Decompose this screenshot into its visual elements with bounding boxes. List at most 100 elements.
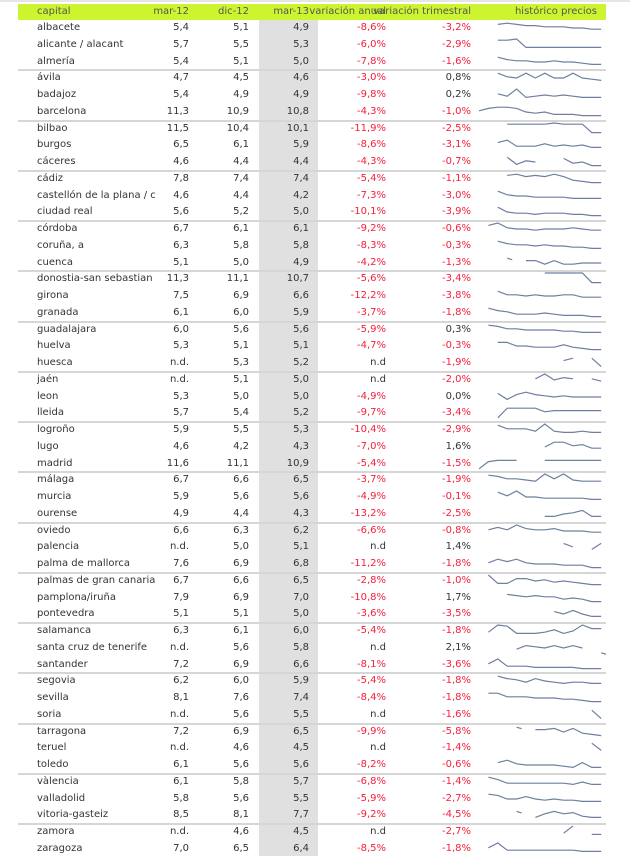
table-row: logroño 5,9 5,5 5,3 -10,4% -2,9% bbox=[0, 421, 630, 439]
variacion-trimestral-cell: -1,8% bbox=[441, 692, 471, 703]
table-row: valladolid 5,8 5,6 5,5 -5,9% -2,7% bbox=[0, 791, 630, 808]
mar-13-cell: 4,9 bbox=[293, 256, 309, 268]
sparkline-segment bbox=[497, 675, 602, 685]
sparkline-segment bbox=[563, 157, 602, 167]
table-row: guadalajara 6,0 5,6 5,6 -5,9% 0,3% bbox=[0, 320, 630, 339]
capital-cell: cáceres bbox=[37, 156, 76, 167]
sparkline-segment bbox=[554, 610, 602, 618]
sparkline-segment bbox=[563, 825, 574, 834]
mar-13-cell: 5,0 bbox=[293, 608, 309, 620]
variacion-trimestral-cell: -4,5% bbox=[441, 809, 471, 821]
group-divider bbox=[18, 722, 606, 725]
header-mar-13[interactable]: mar-13 bbox=[273, 6, 309, 17]
price-history-sparkline bbox=[497, 675, 602, 685]
mar-12-cell: 5,3 bbox=[173, 390, 189, 402]
mar-13-cell: 6,5 bbox=[293, 574, 309, 586]
mar-13-cell: 5,5 bbox=[293, 792, 309, 804]
sparkline-segment bbox=[591, 742, 602, 752]
header-capital[interactable]: capital bbox=[37, 6, 71, 17]
dic-12-cell: 5,6 bbox=[233, 641, 249, 653]
price-history-sparkline bbox=[544, 272, 602, 284]
variacion-trimestral-cell: 0,3% bbox=[445, 323, 471, 335]
table-row: toledo 6,1 5,6 5,6 -8,2% -0,6% bbox=[0, 757, 630, 774]
dic-12-cell: 6,5 bbox=[233, 842, 249, 854]
table-row: oviedo 6,6 6,3 6,2 -6,6% -0,8% bbox=[0, 521, 630, 540]
table-row: salamanca 6,3 6,1 6,0 -5,4% -1,8% bbox=[0, 622, 630, 640]
mar-12-cell: n.d. bbox=[169, 826, 189, 837]
mar-12-cell: 5,9 bbox=[173, 491, 189, 502]
capital-cell: santa cruz de tenerife bbox=[37, 641, 148, 653]
table-row: santander 7,2 6,9 6,6 -8,1% -3,6% bbox=[0, 657, 630, 674]
mar-13-cell: 4,6 bbox=[293, 72, 309, 84]
header-mar-12[interactable]: mar-12 bbox=[153, 6, 189, 17]
mar-12-cell: 6,3 bbox=[173, 239, 189, 251]
dic-12-cell: 5,3 bbox=[233, 357, 249, 368]
mar-13-cell: 10,7 bbox=[286, 273, 309, 285]
mar-13-cell: 5,2 bbox=[293, 357, 309, 368]
mar-12-cell: n.d. bbox=[169, 742, 189, 754]
mar-13-cell: 5,3 bbox=[293, 424, 309, 435]
mar-12-cell: 11,3 bbox=[166, 105, 189, 117]
variacion-anual-cell: -4,9% bbox=[356, 390, 386, 402]
sparkline-segment bbox=[497, 56, 602, 65]
variacion-trimestral-cell: -3,4% bbox=[441, 407, 471, 419]
dic-12-cell: 6,9 bbox=[233, 591, 249, 603]
dic-12-cell: 5,8 bbox=[233, 239, 249, 251]
top-border bbox=[0, 0, 630, 2]
capital-cell: ciudad real bbox=[37, 206, 93, 218]
dic-12-cell: 4,6 bbox=[233, 826, 249, 837]
capital-cell: valladolid bbox=[37, 792, 86, 804]
mar-13-cell: 5,9 bbox=[293, 675, 309, 687]
sparkline-segment bbox=[488, 842, 602, 852]
variacion-trimestral-cell: -0,7% bbox=[441, 156, 471, 167]
dic-12-cell: 5,5 bbox=[233, 38, 249, 50]
header-dic-12[interactable]: dic-12 bbox=[218, 6, 249, 17]
variacion-anual-cell: -5,9% bbox=[356, 323, 386, 335]
capital-cell: badajoz bbox=[37, 89, 77, 100]
capital-cell: jaén bbox=[37, 373, 59, 385]
table-row: vàlencia 6,1 5,8 5,7 -6,8% -1,4% bbox=[0, 772, 630, 791]
capital-cell: alicante / alacant bbox=[37, 38, 124, 50]
variacion-trimestral-cell: -3,4% bbox=[441, 273, 471, 285]
capital-cell: castellón de la plana / c bbox=[37, 189, 156, 201]
variacion-anual-cell: -2,8% bbox=[356, 574, 386, 586]
price-history-sparkline bbox=[488, 692, 602, 703]
capital-cell: palma de mallorca bbox=[37, 558, 131, 569]
mar-13-cell: 10,1 bbox=[286, 122, 309, 134]
mar-13-cell: 7,4 bbox=[293, 692, 309, 703]
sparkline-segment bbox=[591, 377, 602, 382]
mar-12-cell: 6,3 bbox=[173, 625, 189, 636]
mar-13-cell: 5,1 bbox=[293, 541, 309, 553]
mar-12-cell: n.d. bbox=[169, 541, 189, 553]
table-row: santa cruz de tenerife n.d. 5,6 5,8 n.d 2,1% bbox=[0, 640, 630, 657]
group-divider bbox=[18, 571, 606, 574]
variacion-trimestral-cell: -2,7% bbox=[441, 826, 471, 837]
price-history-sparkline bbox=[497, 290, 602, 298]
variacion-trimestral-cell: -2,5% bbox=[441, 122, 471, 134]
mar-12-cell: 11,5 bbox=[166, 122, 189, 134]
variacion-trimestral-cell: 0,8% bbox=[445, 72, 471, 84]
sparkline-segment bbox=[591, 357, 602, 368]
mar-12-cell: 7,9 bbox=[173, 591, 189, 603]
table-row: leon 5,3 5,0 5,0 -4,9% 0,0% bbox=[0, 389, 630, 406]
table-row: donostia-san sebastian 11,3 11,1 10,7 -5,6% -… bbox=[0, 270, 630, 288]
table-row: barcelona 11,3 10,9 10,8 -4,3% -1,0% bbox=[0, 104, 630, 121]
dic-12-cell: 5,0 bbox=[233, 390, 249, 402]
mar-13-cell: 6,8 bbox=[293, 558, 309, 569]
variacion-trimestral-cell: -0,3% bbox=[441, 340, 471, 352]
variacion-trimestral-cell: -1,6% bbox=[441, 708, 471, 720]
price-history-sparkline bbox=[535, 373, 602, 382]
capital-cell: coruña, a bbox=[37, 239, 85, 251]
table-row: alicante / alacant 5,7 5,5 5,3 -6,0% -2,9% bbox=[0, 37, 630, 54]
mar-13-cell: 5,1 bbox=[293, 340, 309, 352]
dic-12-cell: 6,0 bbox=[233, 675, 249, 687]
group-divider bbox=[18, 772, 606, 775]
capital-cell: palmas de gran canaria bbox=[37, 574, 156, 586]
header-variacion-trimestral[interactable]: variación trimestral bbox=[373, 6, 471, 17]
price-history-sparkline bbox=[497, 139, 602, 149]
dic-12-cell: 6,6 bbox=[233, 574, 249, 586]
mar-12-cell: 8,1 bbox=[173, 692, 189, 703]
header-variacion-anual[interactable]: variación anual bbox=[309, 6, 386, 17]
mar-13-cell: 5,6 bbox=[293, 759, 309, 770]
price-history-sparkline bbox=[516, 726, 602, 736]
